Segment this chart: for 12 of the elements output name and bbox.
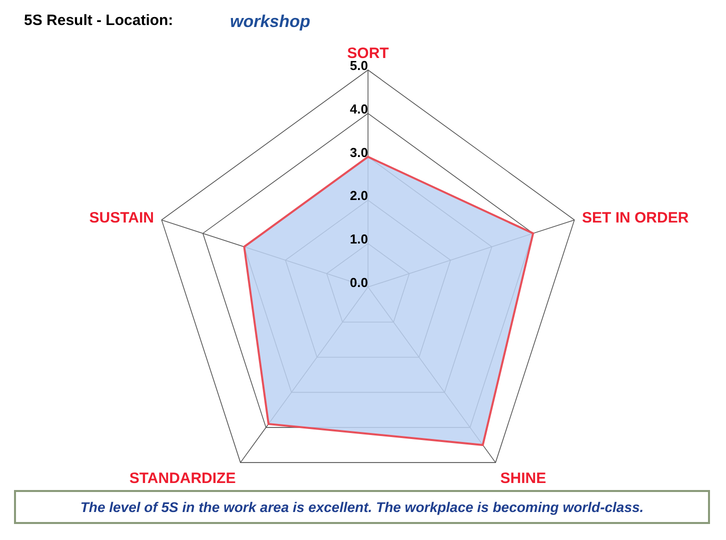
y-tick-label: 4.0: [350, 101, 368, 116]
chart-title: 5S Result - Location:: [24, 12, 174, 29]
spoke-label: STANDARDIZE: [129, 470, 236, 488]
spoke-label: SUSTAIN: [89, 209, 154, 226]
y-tick-label: 1.0: [350, 232, 368, 247]
y-tick-label: 0.0: [350, 275, 368, 290]
y-tick-label: 2.0: [350, 188, 368, 204]
y-tick-label: 3.0: [350, 144, 368, 160]
spoke-label: SET IN ORDER: [582, 209, 689, 226]
spoke-label: SHINE: [500, 470, 546, 488]
chart-subtitle: workshop: [230, 12, 310, 32]
text: The level of 5S in the work area is excellent. The workplace is becoming world-class.: [14, 490, 710, 524]
